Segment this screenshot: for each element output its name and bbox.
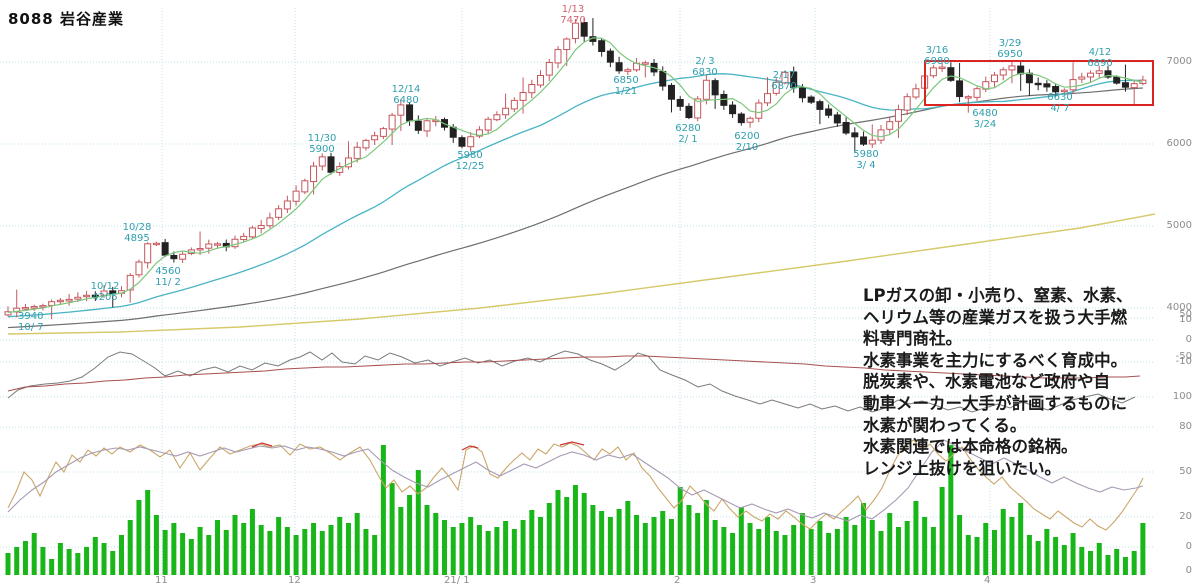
pivot-annotation: 3940 10/ 7 (18, 311, 44, 333)
pivot-annotation: 6630 4/ 7 (1047, 92, 1073, 114)
commentary-line: 水素が関わってくる。 (863, 415, 1027, 435)
volume-bars (5, 445, 1146, 575)
range-highlight-box (924, 60, 1154, 106)
momentum-axis-label: -50 (1175, 351, 1192, 362)
gridlines (0, 8, 1155, 580)
momentum-axis-label: -10 (1175, 356, 1192, 367)
rsi-axis-label: 100 (1172, 391, 1192, 402)
pivot-annotation: 5980 12/25 (455, 150, 485, 172)
volume-axis-label: 0 (1185, 565, 1192, 576)
rsi-axis-label: 0 (1185, 541, 1192, 552)
rsi-axis-label: 50 (1179, 466, 1192, 477)
rsi-lines (7, 439, 1144, 531)
pivot-annotation: 2/ 3 6830 (692, 56, 718, 78)
commentary-text: LPガスの卸・小売り、窒素、水素、 ヘリウム等の産業ガスを扱う大手燃 料専門商社… (863, 285, 1198, 479)
pivot-annotation: 6280 2/ 1 (675, 123, 701, 145)
price-axis-label: 5000 (1166, 220, 1192, 231)
month-axis-label: 21/ 1 (444, 575, 470, 586)
ma-200-line (7, 213, 1156, 335)
pivot-annotation: 12/14 6480 (391, 84, 421, 106)
momentum-axis-label: 10 (1179, 314, 1192, 325)
commentary-line: 水素関連では本命格の銘柄。 (863, 437, 1078, 457)
pivot-annotation: 4/12 6890 (1087, 47, 1113, 69)
momentum-axis-label: 50 (1179, 309, 1192, 320)
rsi-axis-label: 80 (1179, 421, 1192, 432)
stock-title: 8088 岩谷産業 (8, 10, 124, 28)
price-axis-label: 7000 (1166, 56, 1192, 67)
pivot-annotation: 6480 3/24 (972, 108, 998, 130)
commentary-line: 脱炭素や、水素電池など政府や自 (863, 372, 1111, 392)
price-axis-label: 4000 (1166, 302, 1192, 313)
momentum-axis-label: 0 (1185, 334, 1192, 345)
ma-5-line (7, 37, 1144, 314)
pivot-annotation: 11/30 5900 (307, 133, 337, 155)
pivot-annotation: 3/29 6950 (997, 38, 1023, 60)
commentary-line: 動車メーカー大手が計画するものに (863, 393, 1127, 413)
pivot-annotation: 5980 3/ 4 (853, 149, 879, 171)
pivot-annotation: 10/28 4895 (122, 222, 152, 244)
month-axis-label: 2 (674, 575, 681, 586)
month-axis-label: 12 (288, 575, 301, 586)
pivot-annotation: 3/16 6980 (924, 45, 950, 67)
commentary-line: ヘリウム等の産業ガスを扱う大手燃 (863, 307, 1127, 327)
momentum-oscillator-lines (7, 350, 1141, 413)
commentary-line: レンジ上抜けを狙いたい。 (863, 458, 1061, 478)
month-axis-label: 11 (155, 575, 168, 586)
pivot-annotation: 4560 11/ 2 (155, 266, 181, 288)
month-axis-label: 3 (810, 575, 817, 586)
pivot-annotation: 6850 1/21 (613, 75, 639, 97)
commentary-line: 水素事業を主力にするべく育成中。 (863, 350, 1128, 370)
pivot-annotation: 6200 2/10 (734, 131, 760, 153)
price-axis-label: 6000 (1166, 138, 1192, 149)
pivot-annotation: 2/17 6870 (771, 70, 797, 92)
commentary-line: 料専門商社。 (863, 329, 962, 349)
month-axis-label: 4 (984, 575, 991, 586)
pivot-annotation: 1/13 7470 (560, 4, 586, 26)
rsi-axis-label: 20 (1179, 511, 1192, 522)
commentary-line: LPガスの卸・小売り、窒素、水素、 (863, 286, 1133, 305)
pivot-annotation: 10/12 4205 (90, 281, 120, 303)
